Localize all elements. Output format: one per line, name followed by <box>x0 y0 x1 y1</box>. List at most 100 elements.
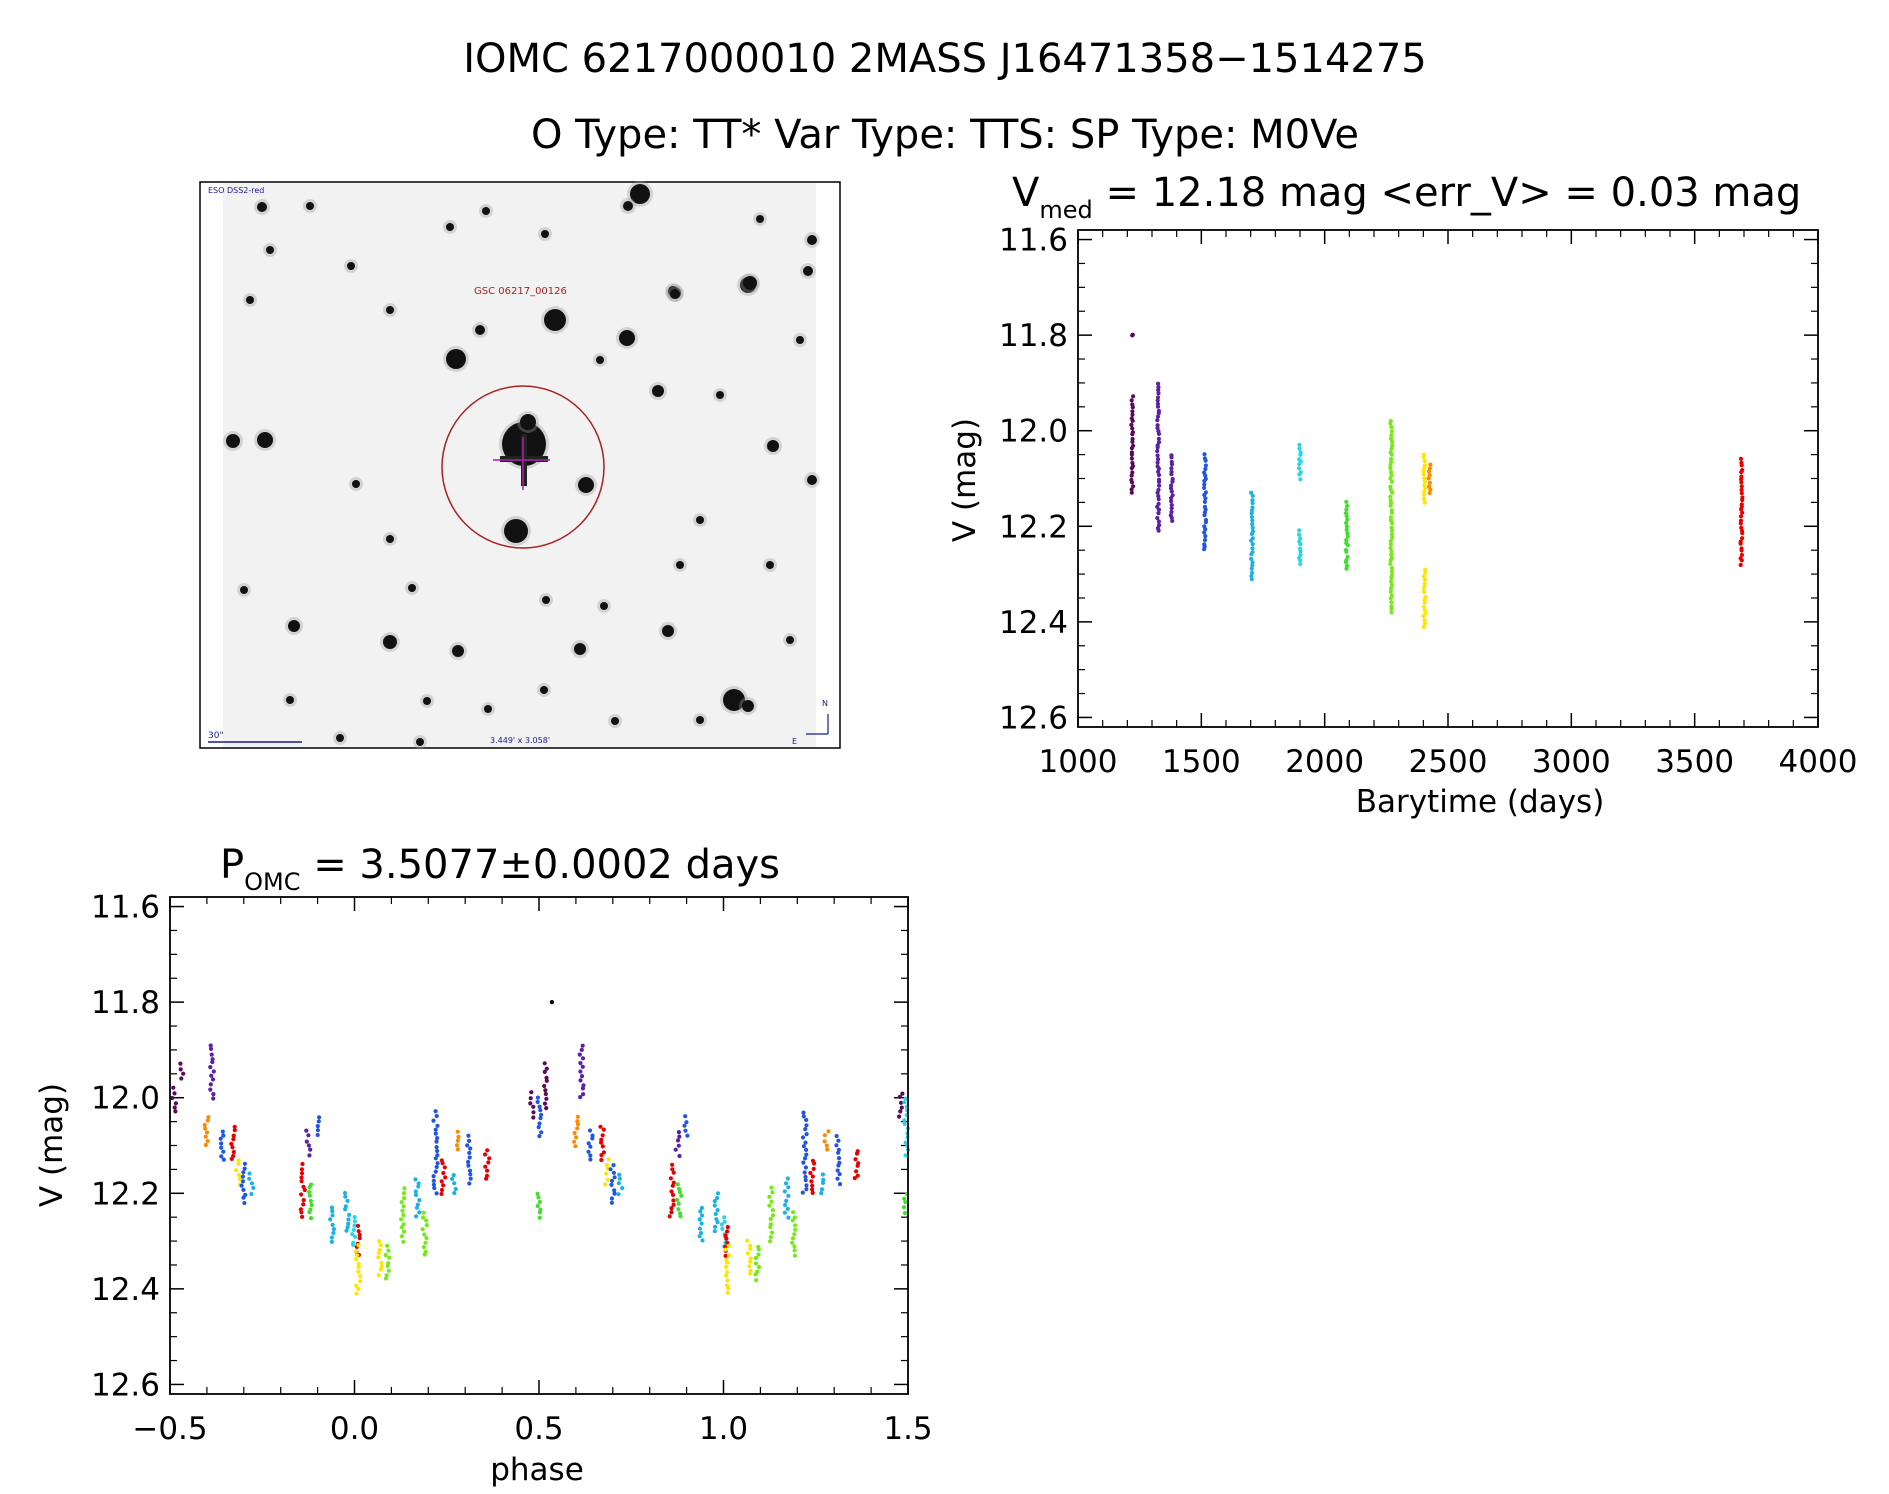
star <box>600 602 608 610</box>
data-point <box>1130 418 1135 423</box>
y-tick-label: 12.0 <box>91 1081 160 1117</box>
data-point <box>698 1209 703 1214</box>
data-point <box>439 1179 444 1184</box>
data-point <box>1249 577 1254 582</box>
data-point <box>306 1143 311 1148</box>
data-point <box>544 1096 549 1101</box>
data-point <box>345 1225 350 1230</box>
data-point <box>793 1223 798 1228</box>
data-point <box>434 1113 439 1119</box>
data-point <box>1298 536 1303 541</box>
data-point <box>172 1091 177 1096</box>
chart1-plot-frame <box>1077 229 1819 728</box>
data-point <box>467 1155 472 1160</box>
data-point <box>1129 473 1134 478</box>
data-point <box>249 1181 254 1186</box>
phase-folded-chart: POMC = 3.5077±0.0002 days −0.5 0.0 0.5 1.0 1… <box>34 842 933 1488</box>
data-point <box>580 1064 585 1069</box>
data-point <box>802 1170 807 1175</box>
data-point <box>241 1195 246 1200</box>
data-point <box>1422 590 1427 595</box>
data-point <box>304 1139 309 1144</box>
data-point <box>675 1197 680 1202</box>
data-point <box>377 1239 382 1244</box>
data-point <box>316 1119 321 1124</box>
data-point <box>232 1128 237 1133</box>
y-tick-label: 12.6 <box>91 1367 160 1403</box>
data-point <box>580 1043 585 1048</box>
data-point <box>1155 453 1160 458</box>
data-point <box>399 1225 404 1230</box>
data-point <box>237 1176 242 1182</box>
data-point <box>1427 490 1432 496</box>
data-point <box>299 1192 304 1197</box>
data-point <box>767 1194 772 1199</box>
data-point <box>698 1230 704 1236</box>
data-point <box>299 1171 305 1176</box>
data-point <box>1156 411 1161 416</box>
star <box>796 336 804 344</box>
data-point <box>1740 497 1745 503</box>
x-tick-label: 1500 <box>1162 744 1241 780</box>
data-point <box>172 1105 177 1110</box>
data-point <box>329 1235 334 1240</box>
data-point <box>434 1191 439 1196</box>
data-point <box>1739 491 1744 496</box>
data-point <box>1170 518 1175 524</box>
data-point <box>455 1138 460 1143</box>
star <box>383 635 397 649</box>
data-point <box>211 1096 216 1101</box>
data-point <box>820 1172 826 1177</box>
data-point <box>413 1177 418 1182</box>
data-point <box>700 1238 705 1243</box>
data-point <box>1388 421 1393 426</box>
data-point <box>1388 494 1393 499</box>
data-point <box>401 1196 407 1201</box>
star <box>352 480 360 488</box>
data-point <box>590 1136 595 1141</box>
star <box>452 645 464 657</box>
data-point <box>852 1176 857 1181</box>
lightcurve-chart: Vmed = 12.18 mag <err_V> = 0.03 mag 1000… <box>947 170 1857 820</box>
data-point <box>804 1123 809 1128</box>
data-point <box>329 1239 334 1244</box>
data-point <box>455 1129 460 1134</box>
chart1-x-tick-labels: 1000 1500 2000 2500 3000 3500 4000 <box>1039 744 1858 780</box>
data-point <box>713 1211 718 1217</box>
data-point <box>900 1091 905 1096</box>
x-tick-label: 2500 <box>1409 744 1488 780</box>
data-point <box>1250 560 1255 565</box>
data-point <box>1298 558 1303 563</box>
star <box>257 432 273 448</box>
data-point <box>309 1202 314 1208</box>
data-point <box>800 1135 806 1140</box>
data-point <box>439 1187 445 1193</box>
data-point <box>178 1061 183 1066</box>
data-point <box>308 1147 313 1152</box>
data-point <box>604 1171 609 1176</box>
star <box>226 434 240 448</box>
data-point <box>699 1205 705 1211</box>
data-point <box>808 1170 813 1176</box>
data-point <box>434 1139 439 1144</box>
star <box>767 440 779 452</box>
data-point <box>786 1185 791 1190</box>
data-point <box>330 1222 335 1227</box>
data-point <box>782 1210 788 1215</box>
data-point <box>1169 472 1174 477</box>
data-point <box>810 1187 815 1192</box>
data-point <box>443 1175 448 1180</box>
data-point <box>317 1115 322 1120</box>
data-point <box>697 1217 702 1222</box>
data-point <box>537 1104 542 1109</box>
chart1-data-points <box>1129 332 1745 630</box>
data-point <box>1203 520 1208 525</box>
data-point <box>713 1224 718 1229</box>
data-point <box>351 1242 356 1247</box>
data-point <box>307 1189 312 1195</box>
data-point <box>1156 381 1161 386</box>
data-point <box>586 1141 591 1146</box>
star <box>696 516 704 524</box>
data-point <box>173 1101 178 1106</box>
data-point <box>315 1124 320 1129</box>
